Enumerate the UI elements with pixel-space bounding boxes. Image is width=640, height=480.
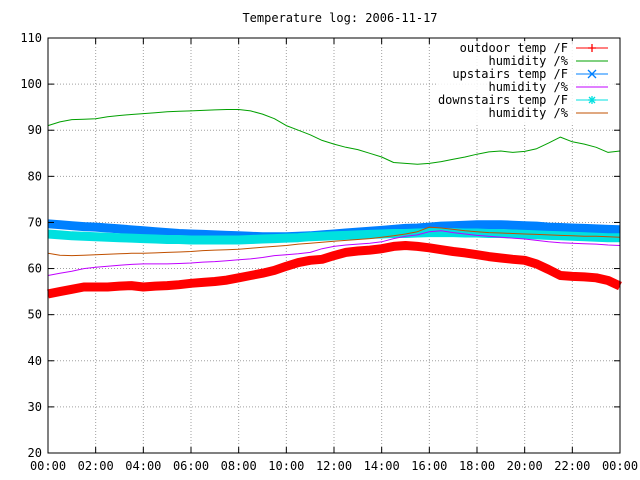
x-tick-label: 14:00: [364, 459, 400, 473]
legend-marker-cross: [587, 69, 597, 79]
legend-label: humidity /%: [489, 54, 569, 68]
y-tick-label: 50: [28, 308, 42, 322]
series-line-5: [47, 226, 621, 257]
x-tick-label: 00:00: [30, 459, 66, 473]
x-tick-label: 16:00: [411, 459, 447, 473]
x-tick-label: 04:00: [125, 459, 161, 473]
y-tick-label: 30: [28, 400, 42, 414]
x-axis: 00:00 02:00 04:00 06:00 08:00 10:00 12:00 14:00…: [30, 38, 638, 473]
x-tick-label: 06:00: [173, 459, 209, 473]
x-tick-label: 00:00: [602, 459, 638, 473]
y-tick-label: 70: [28, 215, 42, 229]
y-tick-label: 20: [28, 446, 42, 460]
y-tick-label: 60: [28, 262, 42, 276]
x-tick-label: 22:00: [554, 459, 590, 473]
y-tick-label: 110: [20, 31, 42, 45]
y-tick-label: 100: [20, 77, 42, 91]
y-tick-label: 40: [28, 354, 42, 368]
y-tick-label: 80: [28, 169, 42, 183]
legend-entry: downstairs temp /F: [438, 93, 608, 107]
x-tick-label: 10:00: [268, 459, 304, 473]
series-line-3: [47, 230, 621, 276]
legend-background: [436, 41, 616, 125]
legend-marker-star: [588, 96, 596, 104]
x-tick-label: 02:00: [78, 459, 114, 473]
series-line-4: [47, 228, 620, 245]
legend-label: downstairs temp /F: [438, 93, 568, 107]
y-tick-label: 90: [28, 123, 42, 137]
legend-label: upstairs temp /F: [452, 67, 568, 81]
x-tick-label: 18:00: [459, 459, 495, 473]
legend-entry: humidity /%: [489, 80, 608, 94]
x-tick-label: 12:00: [316, 459, 352, 473]
legend-entry: upstairs temp /F: [452, 67, 608, 81]
y-axis: 20 30 40 50 60 70 80 90 100 110: [20, 31, 620, 460]
legend-label: outdoor temp /F: [460, 41, 568, 55]
series-line-0: [47, 241, 622, 299]
series-layer: [47, 109, 622, 299]
legend-entry: humidity /%: [489, 54, 608, 68]
x-tick-label: 08:00: [221, 459, 257, 473]
series-line-1: [47, 109, 621, 165]
x-tick-label: 20:00: [507, 459, 543, 473]
legend-label: humidity /%: [489, 80, 569, 94]
legend-entry: outdoor temp /F: [460, 41, 608, 55]
legend-entry: humidity /%: [489, 106, 608, 120]
legend-label: humidity /%: [489, 106, 569, 120]
chart-title: Temperature log: 2006-11-17: [242, 11, 437, 25]
